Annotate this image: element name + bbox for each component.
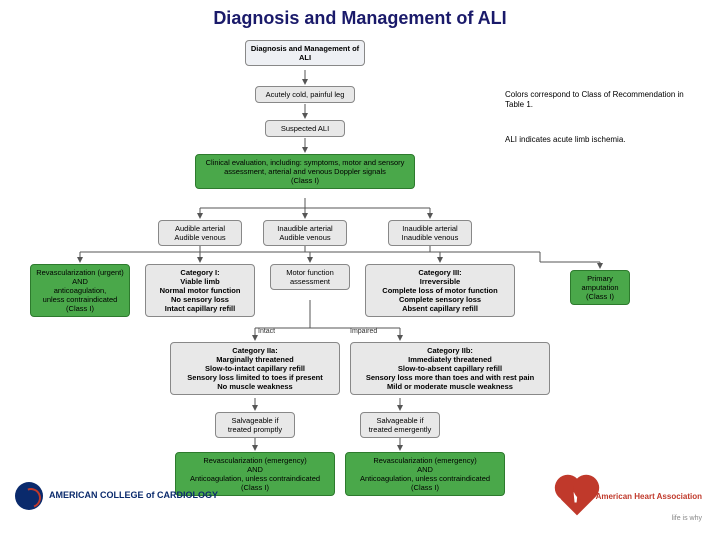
node-salv-prompt: Salvageable if treated promptly — [215, 412, 295, 438]
aha-heart-icon — [558, 479, 595, 516]
page-title: Diagnosis and Management of ALI — [0, 8, 720, 29]
node-revasc-urgent: Revascularization (urgent) AND anticoagu… — [30, 264, 130, 317]
node-aud-aud: Audible arterial Audible venous — [158, 220, 242, 246]
aha-text: American Heart Association — [596, 493, 702, 502]
node-cat2a: Category IIa: Marginally threatened Slow… — [170, 342, 340, 395]
node-suspected: Suspected ALI — [265, 120, 345, 137]
label-impaired: Impaired — [350, 328, 377, 335]
node-salv-emerg: Salvageable if treated emergently — [360, 412, 440, 438]
node-inaud-aud: Inaudible arterial Audible venous — [263, 220, 347, 246]
acc-text: AMERICAN COLLEGE of CARDIOLOGY — [49, 491, 218, 501]
node-cat1: Category I: Viable limb Normal motor fun… — [145, 264, 255, 317]
logo-aha: American Heart Association — [564, 484, 702, 510]
node-root: Diagnosis and Management of ALI — [245, 40, 365, 66]
acc-icon — [15, 482, 43, 510]
node-clinical: Clinical evaluation, including: symptoms… — [195, 154, 415, 189]
node-inaud-inaud: Inaudible arterial Inaudible venous — [388, 220, 472, 246]
node-cat2b: Category IIb: Immediately threatened Slo… — [350, 342, 550, 395]
node-motor-assess: Motor function assessment — [270, 264, 350, 290]
node-revasc-emerg-b: Revascularization (emergency) AND Antico… — [345, 452, 505, 496]
logo-acc: AMERICAN COLLEGE of CARDIOLOGY — [15, 482, 218, 510]
node-acute: Acutely cold, painful leg — [255, 86, 355, 103]
legend-line1: Colors correspond to Class of Recommenda… — [505, 90, 685, 111]
aha-tagline: life is why — [672, 515, 702, 522]
label-intact: Intact — [258, 328, 275, 335]
node-amputation: Primary amputation (Class I) — [570, 270, 630, 305]
node-cat3: Category III: Irreversible Complete loss… — [365, 264, 515, 317]
legend-line2: ALI indicates acute limb ischemia. — [505, 135, 705, 145]
